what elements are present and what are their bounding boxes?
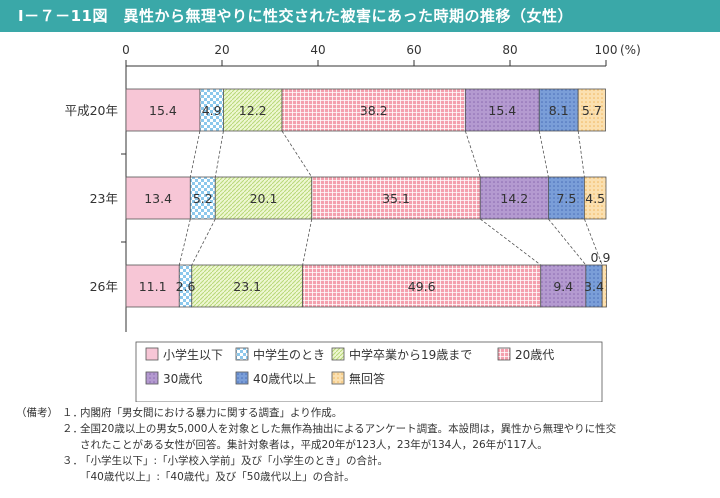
bar-segment	[223, 88, 283, 132]
data-label: 12.2	[239, 103, 267, 118]
legend-label: 中学卒業から19歳まで	[349, 347, 472, 362]
data-label: 4.5	[585, 191, 605, 206]
x-tick-label: 80	[502, 43, 517, 57]
x-tick-label: 20	[214, 43, 229, 57]
legend-label: 小学生以下	[163, 347, 223, 362]
bar-segment	[548, 176, 585, 220]
legend-swatch	[235, 371, 249, 385]
data-label: 35.1	[382, 191, 410, 206]
note-row-3b: 「40歳代以上」:「40歳代」及び「50歳代以上」の合計。	[16, 469, 716, 485]
legend-label: 30歳代	[163, 372, 202, 386]
legend-swatch	[235, 347, 249, 361]
legend-label: 中学生のとき	[253, 347, 325, 362]
connector-line	[189, 130, 201, 178]
data-label: 7.5	[556, 191, 576, 206]
bar-segment	[577, 88, 606, 132]
bar-segment	[189, 176, 216, 220]
note-text-2a: 全国20歳以上の男女5,000人を対象とした無作為抽出によるアンケート調査。本設…	[80, 423, 617, 435]
connector-line	[538, 130, 549, 178]
data-label: 5.2	[193, 191, 213, 206]
data-label: 49.6	[408, 279, 436, 294]
bar-segment	[191, 264, 304, 308]
bar-segment	[214, 176, 313, 220]
data-label: 20.1	[250, 191, 278, 206]
connector-line	[479, 218, 541, 266]
note-row-2: ２． 全国20歳以上の男女5,000人を対象とした無作為抽出によるアンケート調査…	[16, 421, 716, 437]
legend-label: 20歳代	[515, 348, 554, 362]
bar-segment	[601, 264, 607, 308]
bar-segment	[125, 176, 191, 220]
bar-segment	[125, 264, 180, 308]
connector-line	[548, 218, 587, 266]
note-row-2b: されたことがある女性が回答。集計対象者は，平成20年が123人，23年が134人…	[16, 437, 716, 453]
note-row-3: ３． 「小学生以下」:「小学校入学前」及び「小学生のとき」の合計。	[16, 453, 716, 469]
data-label: 4.9	[202, 103, 222, 118]
data-label: 3.4	[584, 279, 604, 294]
x-tick-label: 60	[406, 43, 421, 57]
note-row-1: （備考） １． 内閣府「男女間における暴力に関する調査」より作成。	[16, 405, 716, 421]
data-label: 15.4	[488, 103, 516, 118]
data-label: 2.6	[176, 279, 196, 294]
x-unit-label: (%)	[620, 43, 641, 57]
bar-segment	[584, 176, 607, 220]
note-text-2b: されたことがある女性が回答。集計対象者は，平成20年が123人，23年が134人…	[80, 439, 548, 451]
legend-box	[135, 341, 603, 403]
chart-title: Ⅰ－７－11図 異性から無理やりに性交された被害にあった時期の推移（女性）	[0, 0, 720, 32]
data-label: 9.4	[553, 279, 573, 294]
note-text-1: 内閣府「男女間における暴力に関する調査」より作成。	[80, 407, 343, 419]
note-number-1: １．	[62, 407, 83, 419]
connector-line	[214, 130, 224, 178]
note-number-3: ３．	[62, 455, 83, 467]
note-text-3a: 「小学生以下」:「小学校入学前」及び「小学生のとき」の合計。	[80, 455, 389, 467]
notes: （備考） １． 内閣府「男女間における暴力に関する調査」より作成。 ２． 全国2…	[16, 405, 716, 485]
legend-swatch	[497, 347, 511, 361]
category-label: 26年	[90, 279, 118, 294]
data-label: 11.1	[139, 279, 167, 294]
bar-segment	[464, 88, 540, 132]
legend-swatch	[331, 347, 345, 361]
legend-swatch	[145, 371, 159, 385]
note-number-2: ２．	[62, 423, 83, 435]
connector-line	[302, 218, 313, 266]
category-label: 23年	[90, 191, 118, 206]
bar-segment	[311, 176, 481, 220]
legend-label: 無回答	[349, 371, 385, 386]
bar-segment	[540, 264, 587, 308]
legend-swatch	[331, 371, 345, 385]
connector-line	[464, 130, 481, 178]
chart-area: 0 20 40 60 80 100 (%) 平成20年 23年 26年 15.4 4.9 12.2 38…	[0, 32, 720, 403]
bar-segment	[538, 88, 579, 132]
notes-label: （備考）	[16, 407, 58, 419]
data-label: 15.4	[149, 103, 177, 118]
connector-line	[178, 218, 191, 266]
bar-segment	[281, 88, 466, 132]
data-label: 23.1	[233, 279, 261, 294]
data-label: 8.1	[549, 103, 569, 118]
connector-line	[577, 130, 585, 178]
data-label: 5.7	[582, 103, 602, 118]
x-tick-label: 40	[310, 43, 325, 57]
x-tick-label: 100	[595, 43, 618, 57]
stacked-bar-chart: 0 20 40 60 80 100 (%) 平成20年 23年 26年 15.4 4.9 12.2 38…	[65, 43, 641, 403]
category-label: 平成20年	[65, 103, 118, 118]
connector-line	[281, 130, 313, 178]
legend-swatch	[145, 347, 159, 361]
data-label: 38.2	[360, 103, 388, 118]
data-label: 13.4	[144, 191, 172, 206]
legend-label: 40歳代以上	[253, 372, 316, 386]
data-label: 14.2	[500, 191, 528, 206]
connector-line	[584, 218, 603, 266]
connector-line	[191, 218, 216, 266]
x-tick-label: 0	[122, 43, 130, 57]
note-text-3b: 「40歳代以上」:「40歳代」及び「50歳代以上」の合計。	[80, 471, 355, 483]
data-label: 0.9	[591, 250, 611, 265]
